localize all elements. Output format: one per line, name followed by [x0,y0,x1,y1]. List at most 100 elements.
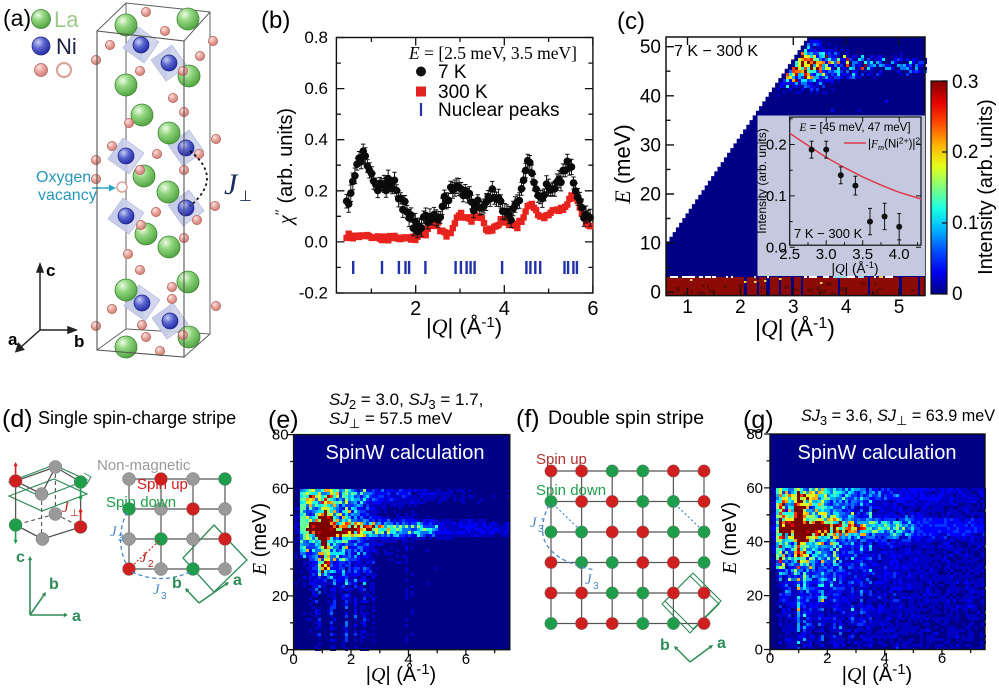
svg-text:3: 3 [593,581,599,592]
svg-text:SpinW calculation: SpinW calculation [798,442,957,464]
svg-text:40: 40 [746,534,763,551]
svg-text:SJ⊥ = 57.5 meV: SJ⊥ = 57.5 meV [329,409,453,431]
svg-text:vacancy: vacancy [38,187,97,204]
svg-text:0.2: 0.2 [304,181,328,200]
svg-text:20: 20 [272,588,289,605]
svg-text:⊥: ⊥ [239,188,252,205]
svg-text:a: a [8,330,18,349]
svg-text:3: 3 [788,297,799,318]
svg-text:60: 60 [746,480,763,497]
svg-text:(f): (f) [516,405,540,433]
svg-text:b: b [660,637,670,654]
svg-text:10: 10 [640,234,661,255]
svg-text:3: 3 [538,524,544,535]
svg-text:b: b [74,332,84,351]
svg-text:c: c [16,549,25,566]
svg-text:(c): (c) [617,8,645,35]
svg-text:(d): (d) [2,405,33,433]
svg-text:0: 0 [952,284,963,305]
svg-text:50: 50 [640,37,661,58]
svg-text:6: 6 [587,298,598,320]
svg-text:Double spin stripe: Double spin stripe [548,407,704,429]
svg-text:a: a [233,572,242,589]
svg-text:7 K: 7 K [438,62,467,83]
svg-text:0.2: 0.2 [766,137,787,154]
svg-text:J: J [224,168,239,201]
svg-text:b: b [172,575,182,592]
svg-text:80: 80 [746,426,763,443]
svg-text:SJ3 = 3.6, SJ⊥ = 63.9 meV: SJ3 = 3.6, SJ⊥ = 63.9 meV [801,407,995,428]
svg-text:Single spin-charge stripe: Single spin-charge stripe [38,408,236,428]
svg-text:3: 3 [118,533,124,544]
svg-text:b: b [49,576,59,593]
svg-text:1: 1 [682,297,693,318]
svg-text:6: 6 [938,650,946,667]
svg-text:60: 60 [272,480,289,497]
svg-text:SpinW calculation: SpinW calculation [326,442,485,464]
svg-text:a: a [72,608,81,625]
svg-text:2: 2 [823,650,831,667]
svg-text:J: J [110,524,118,540]
svg-text:0: 0 [755,642,763,659]
svg-text:(e): (e) [268,406,299,434]
svg-text:2.5: 2.5 [779,246,800,263]
svg-text:': ' [541,517,543,528]
svg-text:0.6: 0.6 [304,79,328,98]
svg-text:7 K − 300 K: 7 K − 300 K [674,43,758,60]
svg-text:(b): (b) [261,7,290,34]
svg-text:2: 2 [410,298,421,320]
svg-text:Oxygen: Oxygen [36,169,91,186]
svg-text:J: J [62,500,70,516]
svg-text:3.5: 3.5 [852,246,873,263]
svg-text:Intensity (arb. units): Intensity (arb. units) [975,99,997,275]
svg-text:a: a [717,635,726,652]
svg-text:4: 4 [841,297,852,318]
svg-text:0.1: 0.1 [766,188,787,205]
svg-text:20: 20 [746,588,763,605]
svg-text:6: 6 [462,651,470,668]
svg-text:Intensity (arb. units): Intensity (arb. units) [755,128,769,233]
svg-text:0: 0 [650,283,661,304]
svg-text:0.3: 0.3 [952,72,978,93]
svg-text:χ″ (arb. units): χ″ (arb. units) [273,108,297,226]
svg-text:0.1: 0.1 [952,213,978,234]
svg-text:7 K − 300 K: 7 K − 300 K [794,226,863,241]
svg-text:E (meV): E (meV) [610,124,635,204]
svg-text:0.0: 0.0 [304,232,328,251]
svg-text:Spin down: Spin down [106,494,176,511]
svg-text:(g): (g) [743,406,774,434]
svg-text:0: 0 [289,651,297,668]
svg-text:Nuclear peaks: Nuclear peaks [438,100,559,121]
svg-text:5: 5 [894,297,905,318]
svg-text:30: 30 [640,135,661,156]
svg-text:E = [45 meV, 47 meV]: E = [45 meV, 47 meV] [798,122,910,134]
svg-text:4.0: 4.0 [889,246,910,263]
svg-text:0: 0 [280,642,288,659]
svg-text:⊥: ⊥ [70,508,79,519]
svg-text:|Fm(Ni2+)|2: |Fm(Ni2+)|2 [868,136,920,153]
svg-text:4: 4 [881,650,889,667]
svg-text:40: 40 [272,534,289,551]
svg-text:300 K: 300 K [438,82,488,103]
svg-text:2: 2 [148,559,154,570]
svg-text:Spin up: Spin up [536,451,587,468]
svg-text:La: La [54,7,79,32]
svg-text:20: 20 [640,185,661,206]
svg-text:4: 4 [499,298,510,320]
svg-text:0.2: 0.2 [952,142,978,163]
svg-text:0: 0 [766,650,774,667]
svg-text:Spin up: Spin up [137,476,188,493]
svg-text:0.0: 0.0 [766,239,787,256]
svg-text:3.0: 3.0 [816,246,837,263]
svg-text:0.4: 0.4 [304,130,328,149]
svg-text:E = [2.5 meV, 3.5 meV]: E = [2.5 meV, 3.5 meV] [408,43,577,63]
svg-text:80: 80 [272,427,289,444]
svg-text:0.8: 0.8 [304,28,328,47]
svg-text:J: J [140,550,148,566]
svg-text:SJ2 = 3.0, SJ3 = 1.7,: SJ2 = 3.0, SJ3 = 1.7, [329,390,483,412]
svg-text:Spin down: Spin down [536,482,606,499]
svg-text:40: 40 [640,86,661,107]
svg-text:3: 3 [161,591,167,602]
svg-text:-0.2: -0.2 [299,284,328,303]
svg-text:4: 4 [404,651,412,668]
